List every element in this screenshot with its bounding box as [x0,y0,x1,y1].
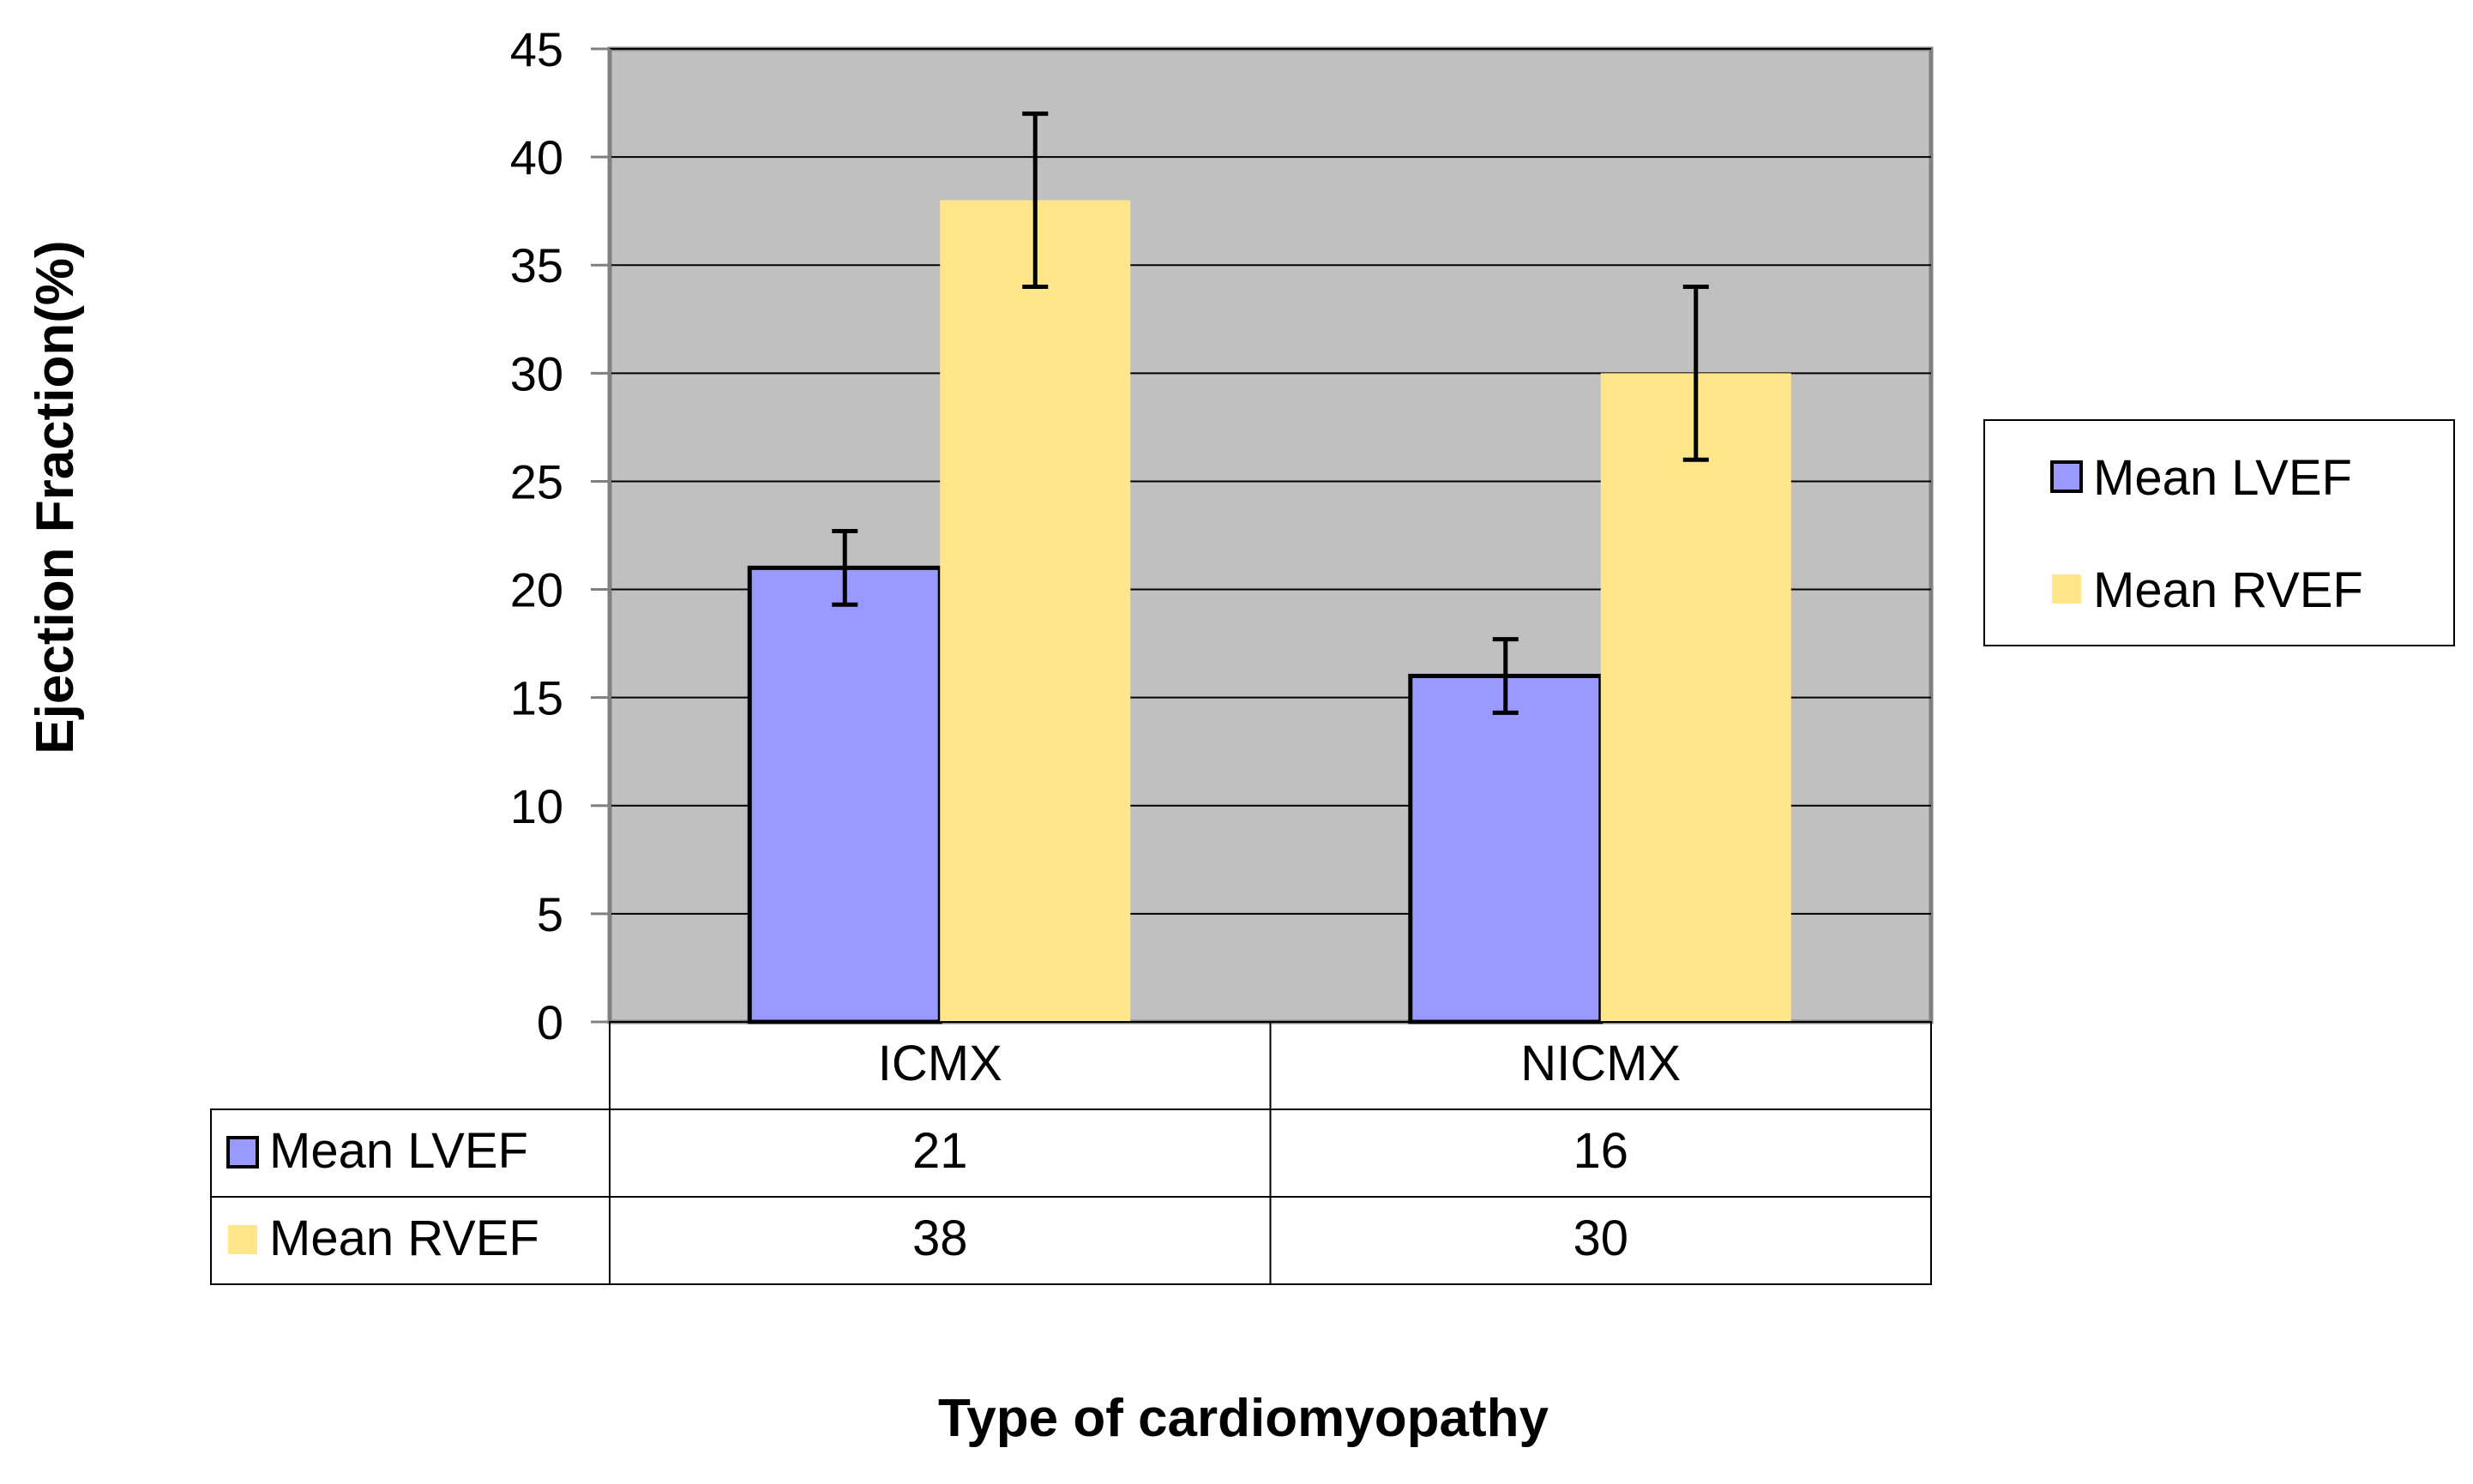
legend-key [2050,460,2083,493]
legend: Mean LVEF Mean RVEF [1983,419,2455,646]
y-tick-label: 10 [510,779,563,833]
x-axis-label: Type of cardiomyopathy [938,1389,1549,1448]
bar [1600,373,1791,1022]
table-series-label: Mean LVEF [269,1123,528,1179]
bar [1408,673,1604,1024]
legend-box [1983,419,2455,646]
table-value: 21 [912,1123,968,1179]
y-tick-label: 30 [510,346,563,400]
bar [940,200,1131,1023]
legend-label: Mean RVEF [2093,562,2363,618]
y-tick-label: 35 [510,238,563,292]
y-tick-label: 5 [537,887,563,941]
category-label: ICMX [878,1036,1002,1091]
table-value: 38 [912,1211,968,1266]
y-axis-label: Ejection Fraction(%) [26,240,85,754]
table-value: 30 [1573,1211,1628,1266]
y-tick-label: 25 [510,454,563,508]
y-axis: 0 5 10 15 20 25 30 35 40 45 [510,22,611,1049]
y-tick-label: 40 [510,130,563,184]
y-tick-label: 20 [510,563,563,617]
y-tick-label: 15 [510,671,563,725]
bar [747,565,942,1024]
table-legend-key [228,1225,257,1254]
table-value: 16 [1573,1123,1628,1179]
y-tick-label: 45 [510,22,563,76]
error-bars [832,111,1709,715]
legend-label: Mean LVEF [2093,450,2352,506]
bars [747,200,1791,1024]
table-series-label: Mean RVEF [269,1211,539,1266]
category-label: NICMX [1520,1036,1681,1091]
legend-key [2052,574,2081,604]
table-legend-key [226,1136,259,1169]
y-tick-label: 0 [537,995,563,1049]
data-table: ICMX NICMX Mean LVEF 21 16 Mean RVEF 38 30 [210,1021,1932,1285]
